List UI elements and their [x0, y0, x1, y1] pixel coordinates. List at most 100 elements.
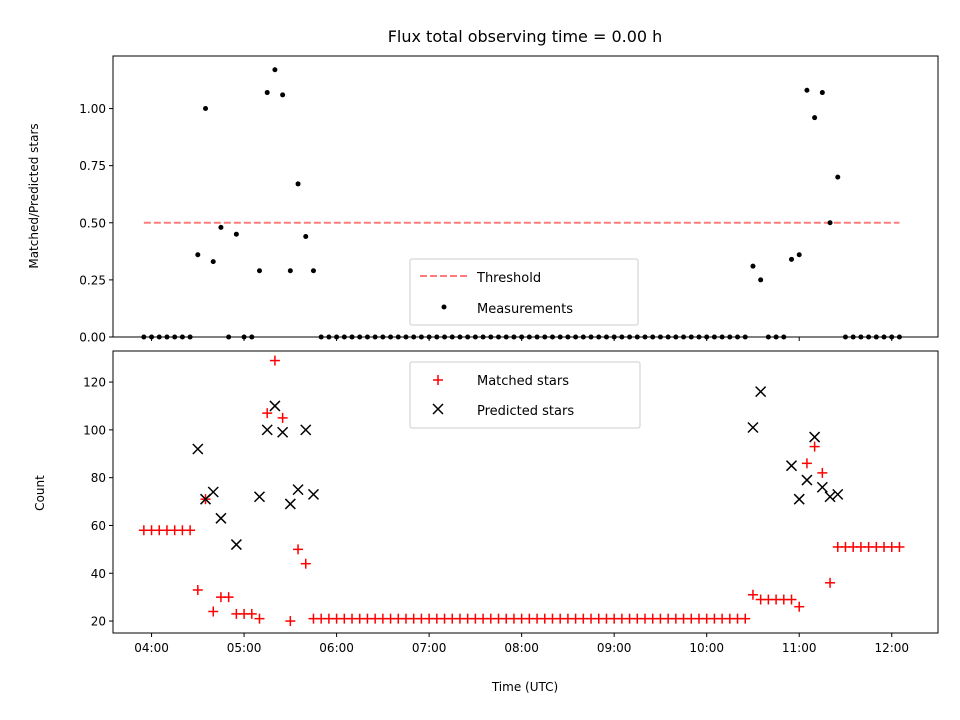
- bottom-y-tick-label: 20: [91, 615, 106, 629]
- predicted-stars-point: [261, 424, 273, 436]
- measurement-point: [789, 256, 795, 262]
- bottom-x-tick-label: 05:00: [227, 641, 262, 655]
- matched-stars-point: [223, 592, 234, 603]
- count-panel: Count Time (UTC) 04:00 05:00 06:00 07:00 08:…: [33, 350, 939, 694]
- top-plot-marks: [141, 67, 902, 340]
- matched-stars-point: [794, 601, 805, 612]
- ratio-panel: Flux total observing time = 0.00 h Match…: [27, 27, 939, 345]
- predicted-stars-point: [307, 488, 319, 500]
- top-legend: Threshold Measurements: [409, 258, 639, 326]
- top-axes-frame: [112, 55, 939, 338]
- measurement-point: [203, 106, 209, 112]
- matched-stars-point: [809, 441, 820, 452]
- matched-stars-point: [285, 616, 296, 627]
- matched-stars-point: [786, 594, 797, 605]
- predicted-stars-point: [832, 488, 844, 500]
- legend-measurements-swatch: [441, 304, 447, 310]
- bottom-y-axis-label: Count: [33, 475, 47, 511]
- predicted-stars-point: [793, 493, 805, 505]
- matched-stars-point: [269, 355, 280, 366]
- x-axis-label: Time (UTC): [491, 680, 558, 694]
- top-y-tick-label: 0.00: [79, 331, 106, 345]
- measurement-point: [827, 220, 833, 226]
- bottom-x-tick-label: 10:00: [689, 641, 724, 655]
- bottom-legend-box: [409, 361, 641, 429]
- measurement-point: [195, 252, 201, 258]
- bottom-y-tick-label: 100: [83, 423, 106, 437]
- predicted-stars-point: [292, 484, 304, 496]
- predicted-stars-point: [816, 481, 828, 493]
- matched-stars-point: [254, 613, 265, 624]
- bottom-y-tick-label: 80: [91, 471, 106, 485]
- matched-stars-point: [894, 541, 905, 552]
- legend-predicted-label: Predicted stars: [477, 404, 574, 419]
- measurement-point: [264, 90, 270, 96]
- matched-stars-point: [185, 525, 196, 536]
- top-y-axis-label: Matched/Predicted stars: [27, 123, 41, 268]
- matched-stars-point: [277, 412, 288, 423]
- predicted-stars-point: [755, 386, 767, 398]
- top-y-tick-label: 0.75: [79, 159, 106, 173]
- predicted-stars-point: [300, 424, 312, 436]
- predicted-stars-point: [809, 431, 821, 443]
- measurement-point: [819, 90, 825, 96]
- bottom-axis-ticks: 04:00 05:00 06:00 07:00 08:00 09:00 10:00 11:00…: [83, 376, 909, 655]
- legend-matched-label: Matched stars: [477, 374, 569, 389]
- bottom-x-tick-label: 06:00: [319, 641, 354, 655]
- bottom-x-tick-label: 08:00: [504, 641, 539, 655]
- predicted-stars-point: [230, 539, 242, 551]
- bottom-y-tick-label: 40: [91, 567, 106, 581]
- predicted-stars-point: [215, 512, 227, 524]
- measurement-point: [750, 263, 756, 269]
- measurement-point: [295, 181, 301, 187]
- predicted-stars-point: [253, 491, 266, 503]
- measurement-point: [256, 268, 262, 274]
- legend-measurements-label: Measurements: [477, 302, 573, 317]
- legend-threshold-label: Threshold: [476, 271, 541, 286]
- legend-predicted-swatch: [432, 403, 444, 415]
- measurement-point: [218, 224, 224, 230]
- bottom-axes-frame: [112, 350, 939, 634]
- measurement-point: [303, 233, 309, 239]
- bottom-y-tick-label: 60: [91, 519, 106, 533]
- measurement-point: [287, 268, 293, 274]
- bottom-x-tick-label: 07:00: [412, 641, 447, 655]
- bottom-plot-marks: [138, 355, 905, 627]
- measurement-point: [280, 92, 286, 98]
- measurement-point: [272, 67, 278, 73]
- predicted-stars-point: [801, 474, 813, 486]
- matched-stars-point: [293, 544, 304, 555]
- measurement-point: [812, 115, 818, 121]
- measurement-point: [835, 174, 841, 180]
- predicted-stars-point: [192, 443, 204, 455]
- measurement-point: [310, 268, 316, 274]
- measurement-point: [804, 87, 810, 93]
- legend-matched-swatch: [433, 375, 443, 385]
- predicted-stars-point: [269, 400, 281, 412]
- predicted-stars-point: [277, 426, 289, 438]
- matched-stars-point: [262, 408, 273, 419]
- predicted-stars-point: [785, 460, 798, 472]
- bottom-legend: Matched stars Predicted stars: [409, 361, 641, 429]
- top-axis-ticks: 0.00 0.25 0.50 0.75 1.00: [79, 102, 893, 345]
- predicted-stars-point: [747, 421, 759, 434]
- bottom-x-tick-label: 11:00: [782, 641, 817, 655]
- matched-stars-point: [747, 589, 758, 600]
- matched-stars-point: [246, 608, 257, 619]
- bottom-x-tick-label: 09:00: [597, 641, 632, 655]
- matched-stars-point: [740, 613, 751, 624]
- matched-stars-point: [192, 584, 203, 595]
- matched-stars-point: [300, 558, 311, 569]
- top-y-tick-label: 1.00: [79, 102, 106, 116]
- matched-stars-point: [825, 577, 836, 588]
- predicted-stars-point: [207, 486, 219, 498]
- predicted-stars-point: [824, 491, 836, 503]
- bottom-y-tick-label: 120: [83, 376, 106, 390]
- measurement-point: [210, 259, 216, 265]
- bottom-x-tick-label: 04:00: [134, 641, 169, 655]
- matched-stars-point: [817, 467, 828, 478]
- top-y-tick-label: 0.50: [79, 216, 106, 230]
- measurement-point: [796, 252, 802, 258]
